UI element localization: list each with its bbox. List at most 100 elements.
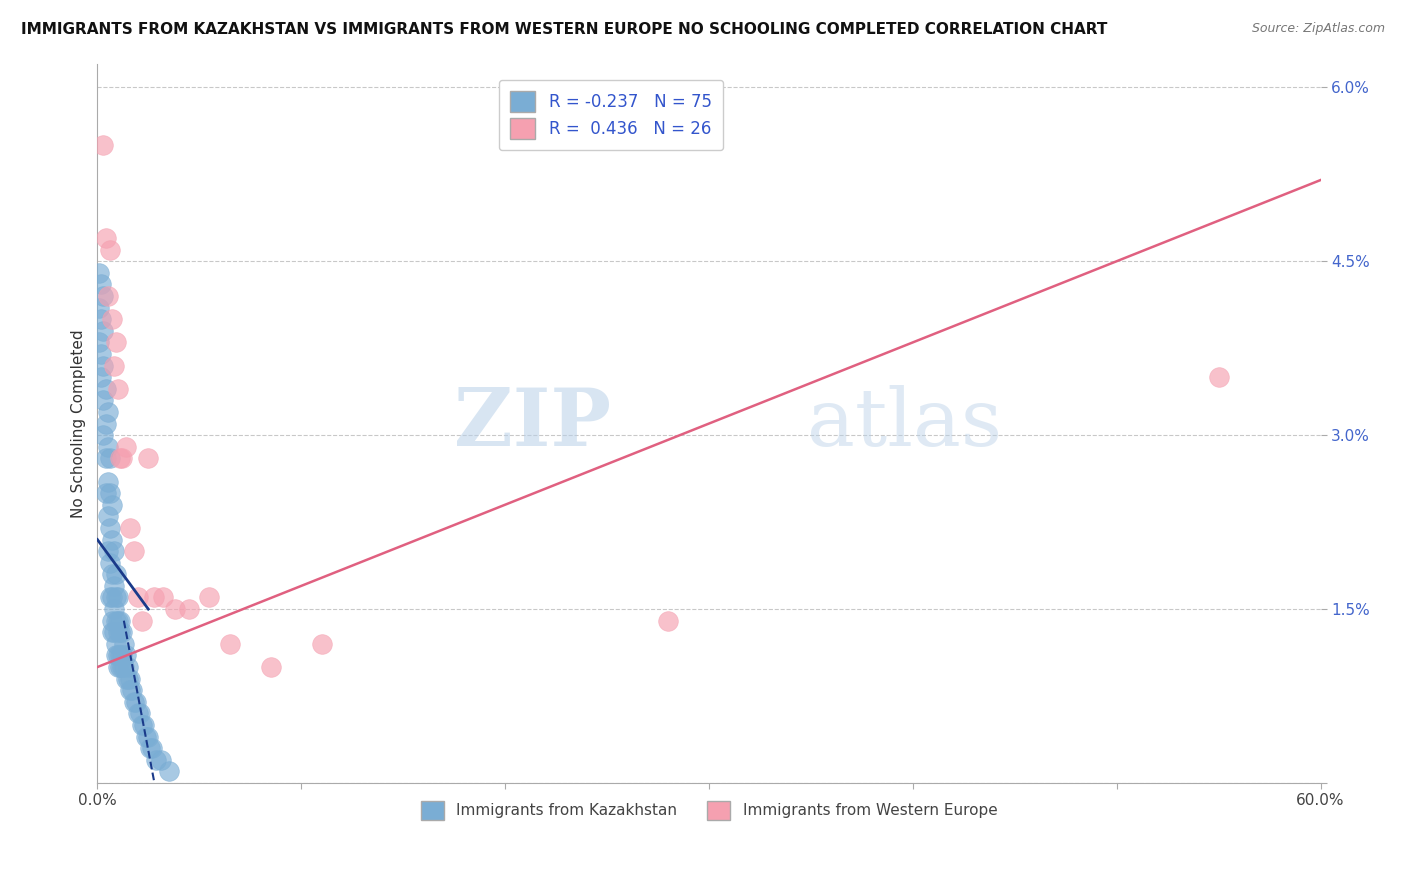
Point xyxy=(108,614,131,628)
Point xyxy=(94,417,117,431)
Point xyxy=(100,312,122,326)
Point xyxy=(657,614,679,628)
Point xyxy=(93,324,115,338)
Point xyxy=(112,660,135,674)
Point xyxy=(93,359,115,373)
Point xyxy=(131,614,153,628)
Point xyxy=(90,370,112,384)
Point xyxy=(96,405,118,419)
Point xyxy=(259,660,281,674)
Point xyxy=(93,138,115,153)
Text: IMMIGRANTS FROM KAZAKHSTAN VS IMMIGRANTS FROM WESTERN EUROPE NO SCHOOLING COMPLE: IMMIGRANTS FROM KAZAKHSTAN VS IMMIGRANTS… xyxy=(21,22,1108,37)
Point xyxy=(93,393,115,408)
Point xyxy=(177,602,200,616)
Point xyxy=(90,277,112,292)
Point xyxy=(149,753,172,767)
Point xyxy=(100,498,122,512)
Point xyxy=(163,602,186,616)
Point xyxy=(136,730,159,744)
Point xyxy=(131,718,153,732)
Point xyxy=(111,451,134,466)
Point xyxy=(96,440,118,454)
Point xyxy=(94,382,117,396)
Point xyxy=(218,637,240,651)
Point xyxy=(115,440,138,454)
Point xyxy=(121,683,143,698)
Point xyxy=(115,672,138,686)
Point xyxy=(118,672,141,686)
Point xyxy=(100,567,122,582)
Point xyxy=(103,602,125,616)
Point xyxy=(118,683,141,698)
Point xyxy=(89,266,111,280)
Point xyxy=(1208,370,1230,384)
Point xyxy=(93,289,115,303)
Point xyxy=(98,521,121,535)
Point xyxy=(104,591,127,605)
Legend: Immigrants from Kazakhstan, Immigrants from Western Europe: Immigrants from Kazakhstan, Immigrants f… xyxy=(415,795,1004,826)
Point xyxy=(94,231,117,245)
Point xyxy=(107,614,129,628)
Point xyxy=(94,451,117,466)
Point xyxy=(198,591,221,605)
Point xyxy=(112,637,135,651)
Point xyxy=(93,428,115,442)
Point xyxy=(117,660,139,674)
Point xyxy=(111,625,134,640)
Point xyxy=(98,243,121,257)
Point xyxy=(100,533,122,547)
Point xyxy=(127,706,149,721)
Point xyxy=(129,706,152,721)
Text: Source: ZipAtlas.com: Source: ZipAtlas.com xyxy=(1251,22,1385,36)
Point xyxy=(89,301,111,315)
Point xyxy=(107,591,129,605)
Point xyxy=(157,764,180,779)
Point xyxy=(143,591,166,605)
Point xyxy=(104,648,127,663)
Point xyxy=(98,451,121,466)
Point xyxy=(134,718,156,732)
Point xyxy=(122,695,145,709)
Text: atlas: atlas xyxy=(807,384,1002,463)
Point xyxy=(98,556,121,570)
Point xyxy=(98,486,121,500)
Point xyxy=(96,509,118,524)
Point xyxy=(127,591,149,605)
Point xyxy=(141,741,163,756)
Point xyxy=(117,672,139,686)
Point xyxy=(96,289,118,303)
Point xyxy=(100,591,122,605)
Point xyxy=(111,648,134,663)
Point xyxy=(94,486,117,500)
Point xyxy=(135,730,157,744)
Point xyxy=(104,335,127,350)
Point xyxy=(107,382,129,396)
Point xyxy=(311,637,333,651)
Point xyxy=(122,544,145,558)
Point xyxy=(145,753,167,767)
Point xyxy=(136,451,159,466)
Point xyxy=(89,335,111,350)
Point xyxy=(100,625,122,640)
Point xyxy=(108,451,131,466)
Point xyxy=(107,660,129,674)
Point xyxy=(152,591,174,605)
Point xyxy=(108,648,131,663)
Point xyxy=(103,625,125,640)
Point xyxy=(139,741,162,756)
Point xyxy=(96,475,118,489)
Point xyxy=(104,567,127,582)
Point xyxy=(111,660,134,674)
Point xyxy=(108,660,131,674)
Point xyxy=(108,625,131,640)
Point xyxy=(118,521,141,535)
Point xyxy=(103,544,125,558)
Point xyxy=(107,648,129,663)
Text: ZIP: ZIP xyxy=(454,384,612,463)
Point xyxy=(96,544,118,558)
Y-axis label: No Schooling Completed: No Schooling Completed xyxy=(72,329,86,518)
Point xyxy=(115,648,138,663)
Point xyxy=(90,347,112,361)
Point xyxy=(100,614,122,628)
Point xyxy=(103,359,125,373)
